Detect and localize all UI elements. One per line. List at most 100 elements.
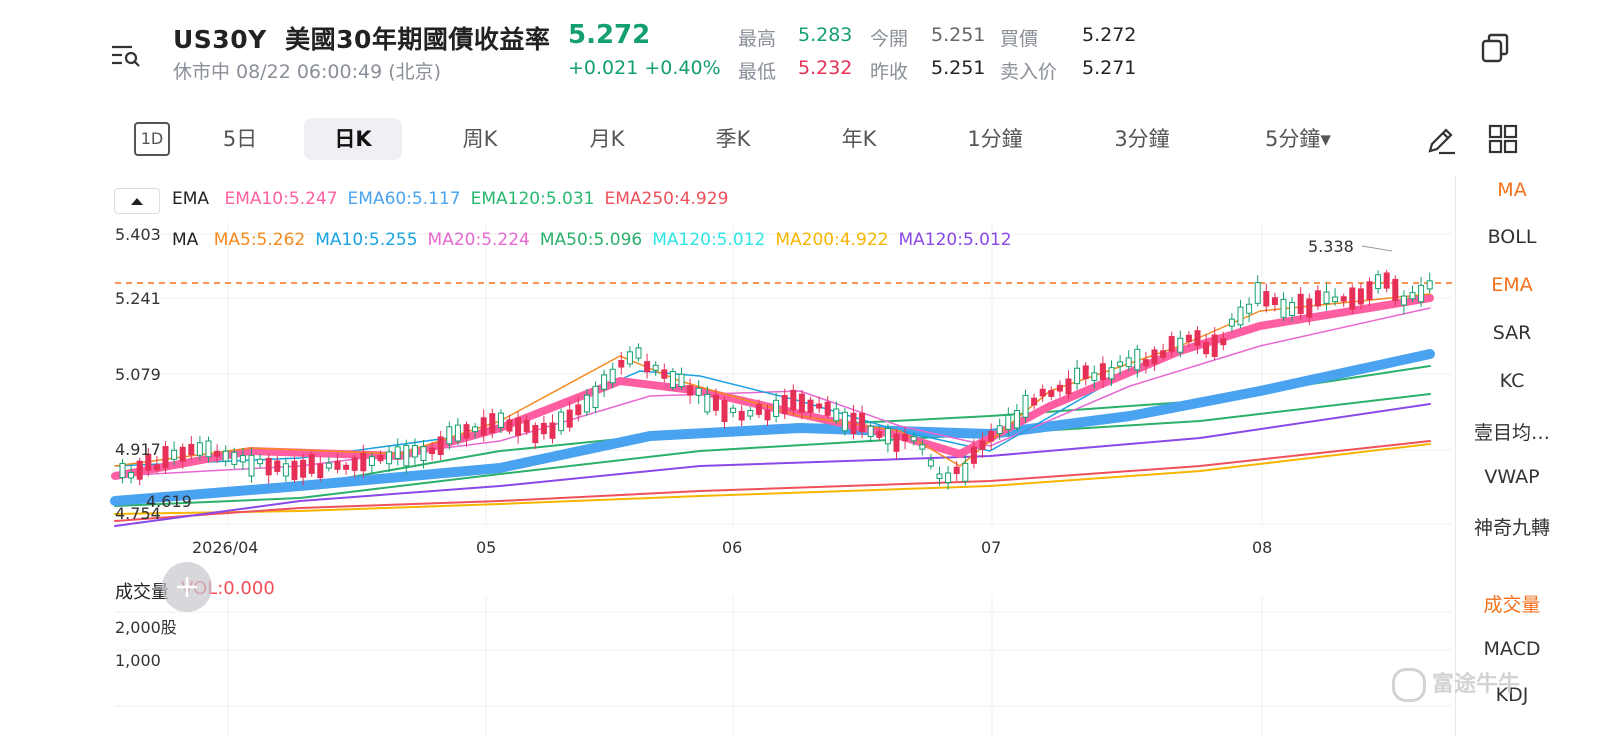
candle-body <box>1280 298 1287 318</box>
tab-3min[interactable]: 3分鐘 <box>1114 127 1170 151</box>
page-title: US30Y 美國30年期國債收益率 <box>173 20 550 56</box>
candle-body <box>411 445 418 458</box>
tab-5min[interactable]: 5分鐘▾ <box>1265 127 1331 151</box>
indicator-td-nine[interactable]: 神奇九轉 <box>1473 517 1550 539</box>
candle-body <box>927 459 934 467</box>
indicator-macd[interactable]: MACD <box>1483 638 1541 660</box>
candle-body <box>1056 384 1063 392</box>
copy-icon[interactable] <box>1480 32 1512 64</box>
candle-body <box>394 446 401 459</box>
candle-body <box>377 455 384 462</box>
candle-body <box>773 399 780 417</box>
candle-body <box>1065 378 1072 395</box>
indicator-kc[interactable]: KC <box>1499 370 1525 392</box>
candle-body <box>764 409 771 421</box>
tab-quarterly-k[interactable]: 季K <box>715 127 751 151</box>
candle-body <box>704 393 711 413</box>
ma-legend-label: MA <box>172 230 199 250</box>
tab-weekly-k[interactable]: 周K <box>462 127 498 151</box>
indicator-vwap[interactable]: VWAP <box>1484 466 1540 488</box>
candle-body <box>721 399 728 422</box>
candle-body <box>351 457 358 471</box>
indicator-kdj[interactable]: KDJ <box>1495 684 1529 706</box>
candle-body <box>1160 350 1167 358</box>
tab-1min[interactable]: 1分鐘 <box>967 127 1023 151</box>
candle-body <box>833 408 840 422</box>
candle-body <box>1005 414 1012 430</box>
y-tick-label: 5.079 <box>115 365 161 384</box>
candle-body <box>609 368 616 384</box>
candle-body <box>687 385 694 396</box>
indicator-sar[interactable]: SAR <box>1492 322 1532 344</box>
candle-body <box>1151 349 1158 365</box>
add-indicator-button[interactable] <box>162 562 212 612</box>
candle-body <box>919 444 926 450</box>
moving-average-line <box>110 349 1435 506</box>
x-tick-label: 05 <box>476 538 497 557</box>
candle-body <box>171 449 178 460</box>
candle-body <box>282 463 289 477</box>
candle-body <box>429 447 436 455</box>
candle-body <box>145 453 152 471</box>
collapse-legend-button[interactable] <box>114 188 160 214</box>
ma-legend: MA MA5:5.262 MA10:5.255 MA20:5.224 MA50:5.0… <box>172 230 1032 250</box>
instrument-name: 美國30年期國債收益率 <box>285 25 551 54</box>
candle-body <box>592 385 599 409</box>
watermark-text: 富途牛牛 <box>1432 672 1521 697</box>
candle-body <box>1117 361 1124 367</box>
last-price: 5.272 <box>568 20 651 50</box>
indicator-ma[interactable]: MA <box>1497 179 1527 201</box>
candle-body <box>695 387 702 396</box>
ma-legend-item: MA10:5.255 <box>315 230 418 250</box>
tab-1d[interactable]: 1D <box>134 122 170 156</box>
tab-5d[interactable]: 5日 <box>222 127 258 151</box>
period-tabs: 1D 5日 日K 周K 月K 季K 年K 1分鐘 3分鐘 5分鐘▾ <box>0 118 1600 160</box>
candle-body <box>179 446 186 462</box>
candle-body <box>1134 348 1141 371</box>
candle-body <box>1254 282 1261 304</box>
draw-pen-icon[interactable] <box>1425 124 1457 160</box>
menu-search-icon[interactable] <box>110 42 142 70</box>
moving-average-line <box>114 393 1431 507</box>
candle-body <box>446 426 453 445</box>
indicator-ichimoku[interactable]: 壹目均… <box>1473 422 1550 444</box>
symbol: US30Y <box>173 25 267 54</box>
indicator-volume[interactable]: 成交量 <box>1483 594 1541 616</box>
candle-body <box>1263 291 1270 307</box>
candle-body <box>231 451 238 465</box>
candle-body <box>497 412 504 428</box>
candle-body <box>945 472 952 483</box>
tab-daily-k[interactable]: 日K <box>304 118 402 160</box>
candle-body <box>910 436 917 442</box>
volume-tick: 1,000 <box>115 651 161 670</box>
candle-body <box>566 409 573 428</box>
candle-body <box>635 347 642 359</box>
stat-label-open: 今開 <box>870 28 909 50</box>
candle-body <box>1297 293 1304 314</box>
indicator-ema[interactable]: EMA <box>1491 274 1533 296</box>
candle-body <box>325 462 332 469</box>
ma-legend-item: MA200:4.922 <box>775 230 889 250</box>
tab-yearly-k[interactable]: 年K <box>841 127 877 151</box>
candle-body <box>549 422 556 439</box>
candle-body <box>437 436 444 456</box>
moving-average-line <box>114 403 1431 527</box>
candle-body <box>1074 367 1081 385</box>
grid-layout-icon[interactable] <box>1488 124 1518 158</box>
candle-body <box>558 411 565 432</box>
candle-body <box>1177 337 1184 353</box>
stat-value-high: 5.283 <box>798 24 853 46</box>
candle-body <box>575 404 582 416</box>
candle-body <box>953 466 960 475</box>
stat-label-high: 最高 <box>738 28 777 50</box>
candle-body <box>850 412 857 435</box>
chart-canvas[interactable] <box>0 176 1455 736</box>
candle-body <box>1220 338 1227 346</box>
moving-average-line <box>114 443 1431 515</box>
tab-monthly-k[interactable]: 月K <box>589 127 625 151</box>
candle-body <box>1194 330 1201 346</box>
indicator-boll[interactable]: BOLL <box>1487 226 1537 248</box>
candle-body <box>1340 296 1347 302</box>
x-tick-label: 08 <box>1252 538 1273 557</box>
stat-label-bid: 買價 <box>1000 28 1039 50</box>
